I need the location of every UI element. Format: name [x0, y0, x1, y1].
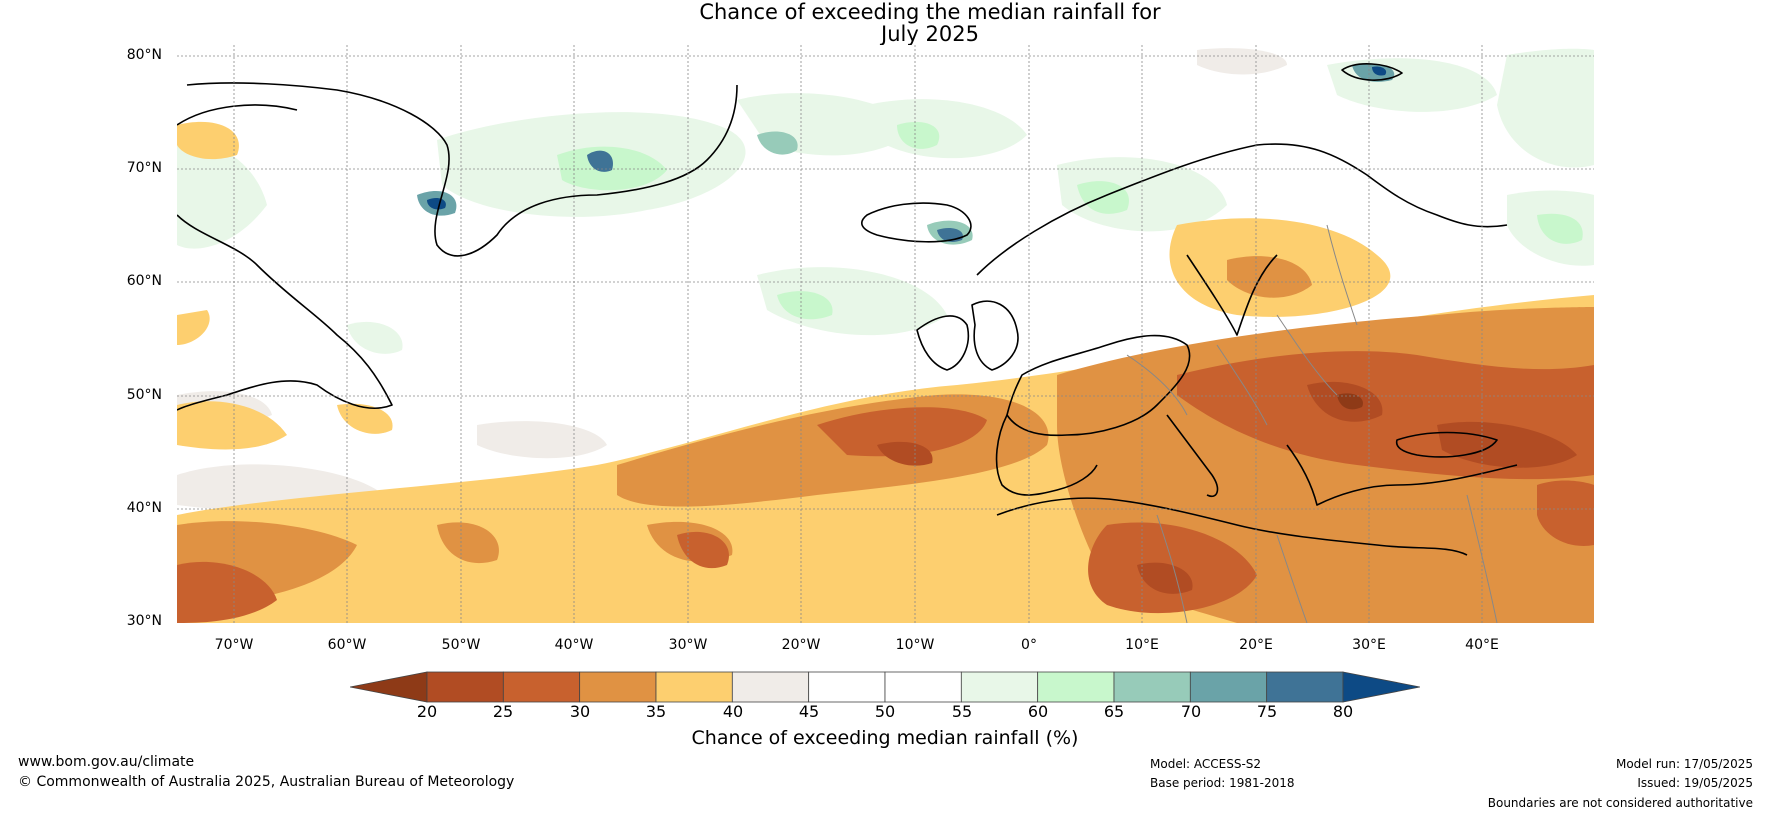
- rainfall-probability-map: [177, 45, 1594, 623]
- colorbar-bin-10: [1113, 671, 1191, 703]
- lon-label-50w: 50°W: [441, 637, 481, 653]
- colorbar-extend-high: [1342, 671, 1420, 703]
- lon-label-10e: 10°E: [1125, 637, 1159, 653]
- footer-base-period: Base period: 1981-2018: [1150, 776, 1295, 790]
- colorbar-extend-low: [350, 671, 428, 703]
- colorbar-bin-7: [884, 671, 962, 703]
- colorbar-tick-50: 50: [874, 702, 896, 721]
- map-title-line1: Chance of exceeding the median rainfall …: [699, 0, 1161, 24]
- lon-label-30e: 30°E: [1352, 637, 1386, 653]
- colorbar-tick-30: 30: [569, 702, 591, 721]
- footer-model-run: Model run: 17/05/2025: [1615, 757, 1753, 771]
- north-america-coast: [177, 214, 393, 411]
- lat-label-30n: 30°N: [126, 613, 162, 629]
- ireland-coast: [916, 315, 969, 371]
- colorbar-bin-5: [731, 671, 810, 703]
- lon-label-40w: 40°W: [554, 637, 594, 653]
- colorbar-tick-80: 80: [1332, 702, 1354, 721]
- colorbar-tick-40: 40: [722, 702, 744, 721]
- lat-label-60n: 60°N: [126, 273, 162, 289]
- colorbar-tick-45: 45: [798, 702, 820, 721]
- colorbar-bin-1: [426, 671, 504, 703]
- scandinavia-coast: [976, 143, 1508, 276]
- colorbar-bin-6: [808, 671, 886, 703]
- colorbar-tick-55: 55: [951, 702, 973, 721]
- lon-label-60w: 60°W: [327, 637, 367, 653]
- lon-label-20w: 20°W: [781, 637, 821, 653]
- colorbar-bin-3: [579, 671, 657, 703]
- footer-issued: Issued: 19/05/2025: [1637, 776, 1753, 790]
- lon-label-0: 0°: [1021, 637, 1037, 653]
- lat-label-80n: 80°N: [126, 47, 162, 63]
- lon-label-40e: 40°E: [1465, 637, 1499, 653]
- eastern-med-coast: [1286, 444, 1518, 506]
- colorbar-bin-8: [960, 671, 1039, 703]
- lon-label-10w: 10°W: [895, 637, 935, 653]
- map-title-line2: July 2025: [881, 22, 979, 46]
- greenland-coast: [186, 82, 738, 257]
- lon-label-30w: 30°W: [668, 637, 708, 653]
- colorbar-tick-25: 25: [492, 702, 514, 721]
- black-sea-coast: [1395, 431, 1498, 458]
- italy-coast: [1166, 414, 1219, 497]
- footer-copyright: © Commonwealth of Australia 2025, Austra…: [18, 774, 515, 790]
- colorbar-tick-70: 70: [1180, 702, 1202, 721]
- colorbar-tick-20: 20: [416, 702, 438, 721]
- wet-areas-layer: [177, 48, 1594, 623]
- colorbar-bin-11: [1189, 671, 1268, 703]
- lat-label-70n: 70°N: [126, 160, 162, 176]
- colorbar-tick-65: 65: [1103, 702, 1125, 721]
- lon-label-70w: 70°W: [214, 637, 254, 653]
- north-africa-coast: [996, 497, 1468, 556]
- colorbar-bin-9: [1037, 671, 1115, 703]
- colorbar-tick-75: 75: [1256, 702, 1278, 721]
- colorbar-tick-35: 35: [645, 702, 667, 721]
- colorbar-bin-2: [502, 671, 581, 703]
- colorbar-bin-12: [1266, 671, 1344, 703]
- western-europe-coast: [1006, 334, 1191, 437]
- footer-model: Model: ACCESS-S2: [1150, 757, 1262, 771]
- lat-label-50n: 50°N: [126, 387, 162, 403]
- lon-label-20e: 20°E: [1239, 637, 1273, 653]
- coastlines: [177, 63, 1518, 556]
- footer-disclaimer: Boundaries are not considered authoritat…: [1487, 796, 1753, 810]
- footer-url: www.bom.gov.au/climate: [18, 754, 195, 770]
- country-borders: [1126, 224, 1498, 623]
- iberia-coast: [995, 414, 1098, 496]
- colorbar-label: Chance of exceeding median rainfall (%): [691, 727, 1079, 749]
- colorbar-tick-60: 60: [1027, 702, 1049, 721]
- colorbar: [350, 671, 1420, 703]
- lat-label-40n: 40°N: [126, 500, 162, 516]
- great-britain-coast: [971, 300, 1019, 371]
- graticule: [177, 45, 1594, 623]
- colorbar-bin-4: [655, 671, 733, 703]
- iceland-coast: [861, 202, 972, 243]
